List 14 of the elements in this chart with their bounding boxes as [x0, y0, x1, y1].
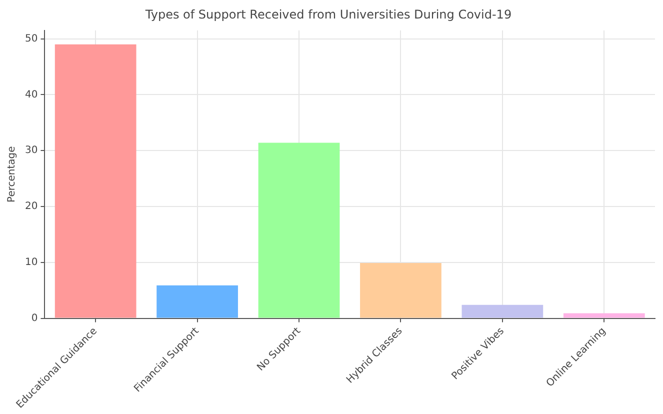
y-tick-label: 30 [24, 145, 38, 156]
bar [156, 285, 238, 318]
y-tick-label: 20 [24, 201, 38, 212]
y-tick-label: 0 [31, 312, 38, 324]
bar [54, 44, 136, 318]
y-tick-label: 50 [24, 33, 38, 44]
chart-title: Types of Support Received from Universities During Covid-19 [144, 7, 512, 22]
y-tick-label: 40 [24, 89, 38, 100]
bar [258, 142, 340, 318]
bar [360, 262, 442, 318]
y-tick-label: 10 [24, 256, 38, 268]
bar [462, 304, 544, 318]
bar [563, 313, 645, 318]
y-axis-title: Percentage [6, 146, 18, 202]
